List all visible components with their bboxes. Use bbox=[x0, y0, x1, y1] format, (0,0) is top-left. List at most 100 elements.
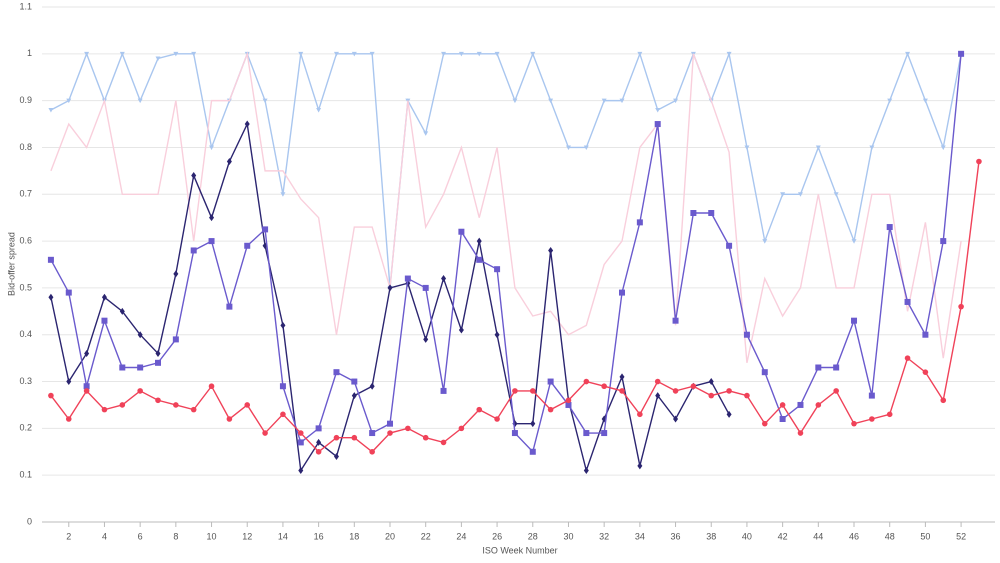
point bbox=[387, 430, 393, 436]
point bbox=[690, 383, 697, 390]
point bbox=[155, 56, 161, 61]
point bbox=[655, 108, 661, 113]
point bbox=[387, 284, 393, 292]
point bbox=[101, 317, 108, 324]
point bbox=[280, 192, 286, 197]
point bbox=[922, 331, 929, 338]
point bbox=[940, 238, 947, 245]
point bbox=[66, 378, 72, 386]
point bbox=[119, 51, 125, 57]
x-tick-label: 30 bbox=[563, 531, 573, 541]
x-tick-label: 2 bbox=[66, 531, 71, 541]
point bbox=[119, 307, 125, 315]
point bbox=[173, 270, 179, 278]
point bbox=[654, 378, 661, 385]
point bbox=[315, 448, 322, 455]
point bbox=[887, 98, 893, 104]
point bbox=[423, 335, 429, 343]
point bbox=[708, 210, 715, 216]
point bbox=[636, 219, 643, 226]
point bbox=[333, 51, 339, 57]
point bbox=[137, 331, 143, 339]
point bbox=[422, 284, 429, 291]
x-tick-label: 52 bbox=[956, 531, 966, 541]
point bbox=[226, 303, 233, 310]
point bbox=[833, 192, 839, 197]
point bbox=[904, 355, 911, 361]
point bbox=[743, 331, 750, 338]
point bbox=[280, 321, 286, 329]
point bbox=[48, 108, 54, 113]
x-tick-label: 12 bbox=[242, 531, 252, 541]
point bbox=[137, 364, 144, 371]
point bbox=[440, 387, 447, 394]
point bbox=[779, 416, 786, 422]
series-line bbox=[50, 51, 962, 288]
point bbox=[208, 238, 215, 245]
point bbox=[619, 98, 625, 104]
point bbox=[279, 383, 286, 390]
point bbox=[333, 452, 339, 460]
point bbox=[83, 388, 90, 394]
point bbox=[244, 402, 251, 408]
point bbox=[209, 214, 215, 222]
point bbox=[84, 51, 90, 57]
point bbox=[65, 416, 72, 422]
point bbox=[797, 401, 804, 408]
y-tick-label: 0 bbox=[27, 516, 32, 526]
point bbox=[672, 388, 679, 394]
x-axis-label: ISO Week Number bbox=[482, 545, 557, 555]
x-tick-label: 8 bbox=[173, 531, 178, 541]
point bbox=[66, 98, 72, 104]
point bbox=[797, 192, 803, 197]
point bbox=[458, 425, 465, 432]
point bbox=[476, 51, 482, 57]
point bbox=[173, 402, 179, 408]
point bbox=[547, 378, 554, 385]
point bbox=[583, 467, 589, 474]
point bbox=[441, 51, 447, 57]
point bbox=[173, 51, 179, 57]
point bbox=[458, 228, 465, 235]
point bbox=[297, 439, 304, 446]
point bbox=[833, 388, 839, 394]
point bbox=[726, 410, 732, 418]
x-tick-label: 32 bbox=[599, 531, 609, 541]
point bbox=[48, 392, 54, 399]
point bbox=[583, 430, 590, 437]
point bbox=[708, 392, 715, 399]
point bbox=[369, 382, 375, 390]
point bbox=[619, 373, 625, 381]
point bbox=[476, 256, 483, 263]
point bbox=[851, 420, 857, 427]
y-tick-label: 0.3 bbox=[19, 376, 32, 386]
point bbox=[726, 388, 732, 394]
point bbox=[869, 416, 875, 422]
point bbox=[476, 406, 483, 413]
x-tick-label: 20 bbox=[385, 531, 395, 541]
point bbox=[298, 51, 304, 57]
point bbox=[333, 434, 340, 441]
point bbox=[548, 246, 554, 254]
point bbox=[137, 98, 143, 104]
x-tick-label: 10 bbox=[207, 531, 217, 541]
point bbox=[547, 406, 554, 413]
y-axis-label: Bid-offer spread bbox=[6, 232, 16, 296]
point bbox=[297, 430, 304, 436]
point bbox=[530, 51, 536, 57]
point bbox=[494, 266, 501, 273]
point bbox=[601, 98, 607, 104]
point bbox=[637, 51, 643, 57]
point bbox=[280, 411, 286, 418]
point bbox=[565, 145, 571, 150]
point bbox=[333, 369, 340, 376]
point bbox=[815, 402, 822, 408]
point bbox=[886, 411, 893, 418]
x-tick-label: 34 bbox=[635, 531, 645, 541]
point bbox=[369, 51, 375, 57]
x-tick-label: 24 bbox=[456, 531, 466, 541]
point bbox=[244, 242, 251, 249]
x-tick-label: 18 bbox=[349, 531, 359, 541]
point bbox=[511, 430, 518, 437]
